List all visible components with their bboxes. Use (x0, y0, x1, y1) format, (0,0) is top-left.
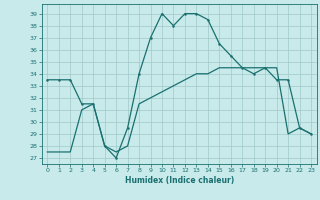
X-axis label: Humidex (Indice chaleur): Humidex (Indice chaleur) (124, 176, 234, 185)
